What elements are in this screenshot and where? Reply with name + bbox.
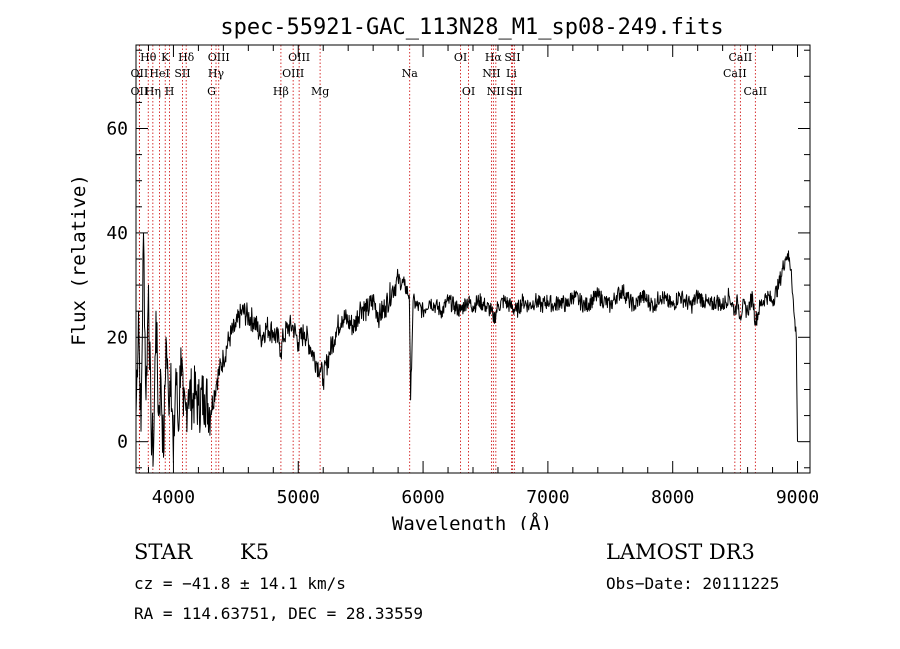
line-marker-label: OIII [288, 51, 310, 64]
line-marker-label: NII [482, 67, 500, 80]
line-marker-label: HeI [149, 67, 169, 80]
line-marker-label: Mg [311, 85, 329, 98]
line-marker-label: OI [462, 85, 475, 98]
chart-title: spec-55921-GAC_113N28_M1_sp08-249.fits [220, 15, 723, 40]
line-marker-label: OIII [282, 67, 304, 80]
y-tick-label: 60 [106, 119, 128, 140]
spectrum-chart: spec-55921-GAC_113N28_M1_sp08-249.fits H… [68, 15, 819, 535]
x-tick-label: 8000 [651, 487, 694, 508]
observation-date: Obs−Date: 20111225 [606, 574, 780, 593]
line-marker-label: CaII [743, 85, 767, 98]
line-marker-label: Hη [145, 85, 161, 98]
line-marker-label: Hθ [140, 51, 157, 64]
y-tick-label: 20 [106, 327, 128, 348]
spectrum-line [135, 232, 798, 467]
line-marker-label: SII [504, 51, 520, 64]
line-marker-label: SII [506, 85, 522, 98]
line-marker-label: SII [174, 67, 190, 80]
line-marker-label: Hβ [273, 85, 289, 98]
line-marker-label: CaII [723, 67, 747, 80]
object-class: STAR [134, 540, 193, 564]
x-tick-label: 7000 [526, 487, 569, 508]
plot-frame [135, 44, 811, 474]
line-marker-label: OIII [208, 51, 230, 64]
line-marker-label: Hδ [178, 51, 195, 64]
line-marker-label: Na [402, 67, 419, 80]
line-marker-label: CaII [729, 51, 753, 64]
coordinates: RA = 114.63751, DEC = 28.33559 [134, 604, 423, 623]
x-tick-label: 6000 [401, 487, 444, 508]
line-marker-label: Li [506, 67, 517, 80]
line-marker-label: K [161, 51, 170, 64]
x-tick-label: 5000 [277, 487, 320, 508]
object-subclass: K5 [240, 540, 270, 564]
x-tick-label: 4000 [152, 487, 195, 508]
spectrum [135, 232, 798, 467]
line-marker-label: H [165, 85, 175, 98]
x-tick-label: 9000 [776, 487, 819, 508]
line-marker-label: OI [454, 51, 467, 64]
line-marker-label: NII [487, 85, 505, 98]
line-marker-label: Hγ [208, 67, 225, 80]
x-axis-label: Wavelength (Å) [392, 512, 552, 530]
line-marker-label: OII [131, 85, 149, 98]
survey-name: LAMOST DR3 [606, 540, 755, 564]
y-tick-label: 0 [117, 432, 128, 453]
line-marker-label: Hα [485, 51, 503, 64]
axis-ticks: 4000 5000 6000 7000 8000 9000 0 20 40 60 [106, 45, 819, 508]
y-axis-label: Flux (relative) [68, 174, 90, 346]
line-marker-label: G [207, 85, 216, 98]
y-tick-label: 40 [106, 223, 128, 244]
redshift-value: cz = −41.8 ± 14.1 km/s [134, 574, 346, 593]
